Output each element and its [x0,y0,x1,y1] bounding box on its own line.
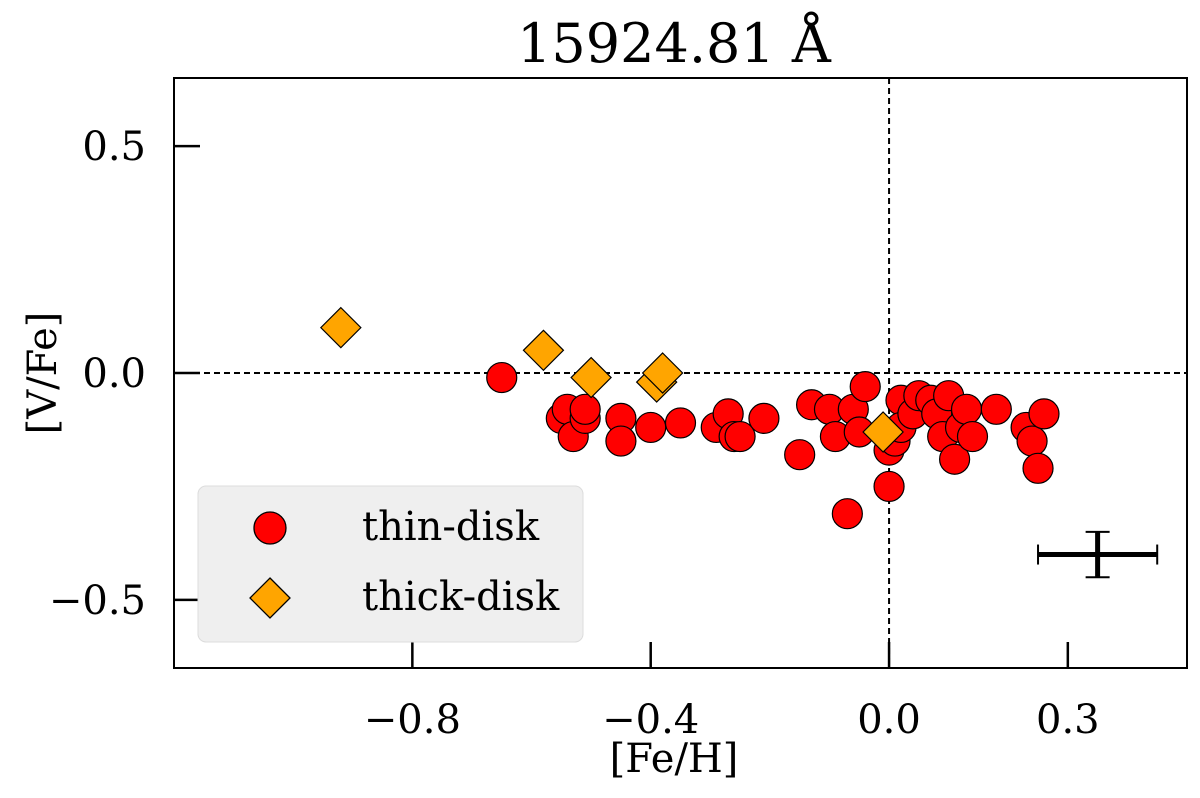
legend-thick-disk-marker [249,577,291,619]
thin-disk-point [1028,398,1060,430]
y-tick-label: 0.5 [82,124,146,170]
legend-frame [197,485,584,643]
thin-disk-point [748,402,780,434]
thin-disk-point [950,393,983,425]
chart-title: 15924.81 Å [517,10,832,75]
legend: thin-disk thick-disk [197,485,584,643]
thin-disk-point [664,407,697,439]
thin-disk-point [1022,452,1054,484]
thick-disk-point [641,352,684,394]
legend-thin-disk-marker [253,511,287,545]
thin-disk-point [569,393,601,425]
thick-disk-point [862,411,904,453]
plot-area: −0.8 −0.4 0.0 0.3 0.5 0.0 −0.5 [49,77,1188,743]
thin-disk-point [849,371,881,403]
y-tick-label: −0.5 [49,578,146,624]
x-tick-label: 0.3 [1036,697,1100,743]
y-axis-label: [V/Fe] [20,312,66,435]
thin-disk-point [635,411,667,444]
legend-thin-disk-label: thin-disk [362,504,540,550]
y-tick-label: 0.0 [82,351,146,397]
thin-disk-point [831,498,863,530]
thin-disk-point [486,361,518,394]
thin-disk-point [980,393,1012,425]
thin-disk-point [873,470,905,503]
thick-disk-point [319,306,362,349]
thin-disk-point [956,420,989,453]
x-tick-label: −0.8 [364,697,461,743]
thin-disk-point [939,443,971,475]
thin-disk-point [1016,425,1048,457]
thin-disk-point [784,439,816,471]
thick-disk-point [522,329,565,372]
thin-disk-point [605,425,637,457]
thick-disk-point [570,356,612,399]
x-axis-label: [Fe/H] [610,736,739,782]
thin-disk-point [724,420,756,453]
x-tick-label: 0.0 [857,697,921,743]
x-tick-label: −0.4 [602,697,699,743]
legend-thick-disk-label: thick-disk [362,574,560,620]
